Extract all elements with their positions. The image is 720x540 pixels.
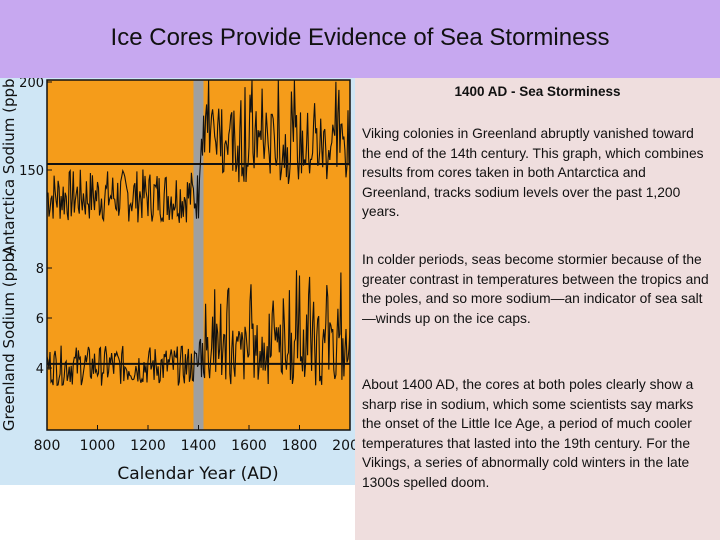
paragraph-colder-periods: In colder periods, seas become stormier … [362, 252, 709, 326]
text-panel: 1400 AD - Sea Storminess Viking colonies… [355, 78, 720, 540]
paragraph-viking-colonies: Viking colonies in Greenland abruptly va… [362, 126, 704, 220]
paragraph-about-1400: About 1400 AD, the cores at both poles c… [362, 377, 694, 490]
y-tick-greenland-6: 6 [36, 312, 44, 327]
y-tick-antarctica-150: 150 [19, 164, 44, 179]
highlight-band-1400 [193, 80, 204, 430]
text-heading: 1400 AD - Sea Storminess [454, 84, 621, 99]
x-tick-1200: 1200 [130, 438, 166, 454]
y-axis-label-antarctica: Antarctica Sodium (ppb) [0, 78, 18, 255]
x-tick-800: 800 [34, 438, 61, 454]
x-tick-2000: 2000 [332, 438, 355, 454]
y-tick-antarctica-200: 200 [19, 78, 44, 91]
y-tick-greenland-8: 8 [36, 262, 44, 277]
y-axis-label-greenland: Greenland Sodium (ppb) [0, 247, 18, 431]
x-axis-label: Calendar Year (AD) [117, 464, 278, 484]
series-greenland [46, 270, 351, 387]
slide-title: Ice Cores Provide Evidence of Sea Stormi… [110, 24, 610, 51]
title-bar [0, 0, 720, 78]
graph-panel: 150 200 Antarctica Sodium (ppb) 4 6 8 Greenlan… [0, 73, 368, 485]
y-tick-greenland-4: 4 [36, 362, 44, 377]
x-tick-1000: 1000 [80, 438, 116, 454]
x-tick-1600: 1600 [231, 438, 267, 454]
series-antarctica [46, 79, 351, 223]
x-tick-1400: 1400 [181, 438, 217, 454]
x-tick-1800: 1800 [282, 438, 318, 454]
